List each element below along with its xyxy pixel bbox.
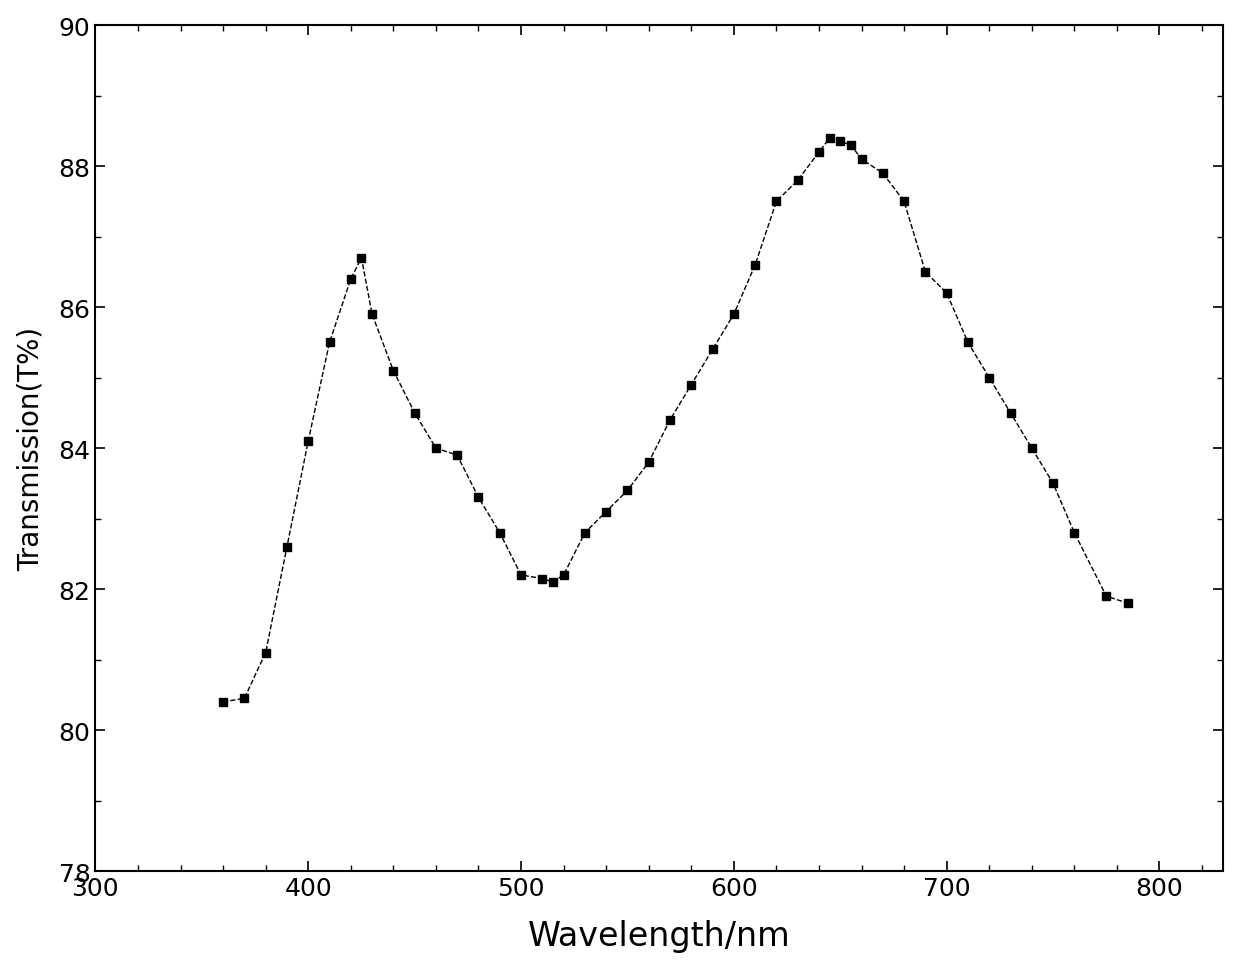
Y-axis label: Transmission(T%): Transmission(T%) (16, 327, 45, 571)
X-axis label: Wavelength/nm: Wavelength/nm (528, 920, 791, 953)
